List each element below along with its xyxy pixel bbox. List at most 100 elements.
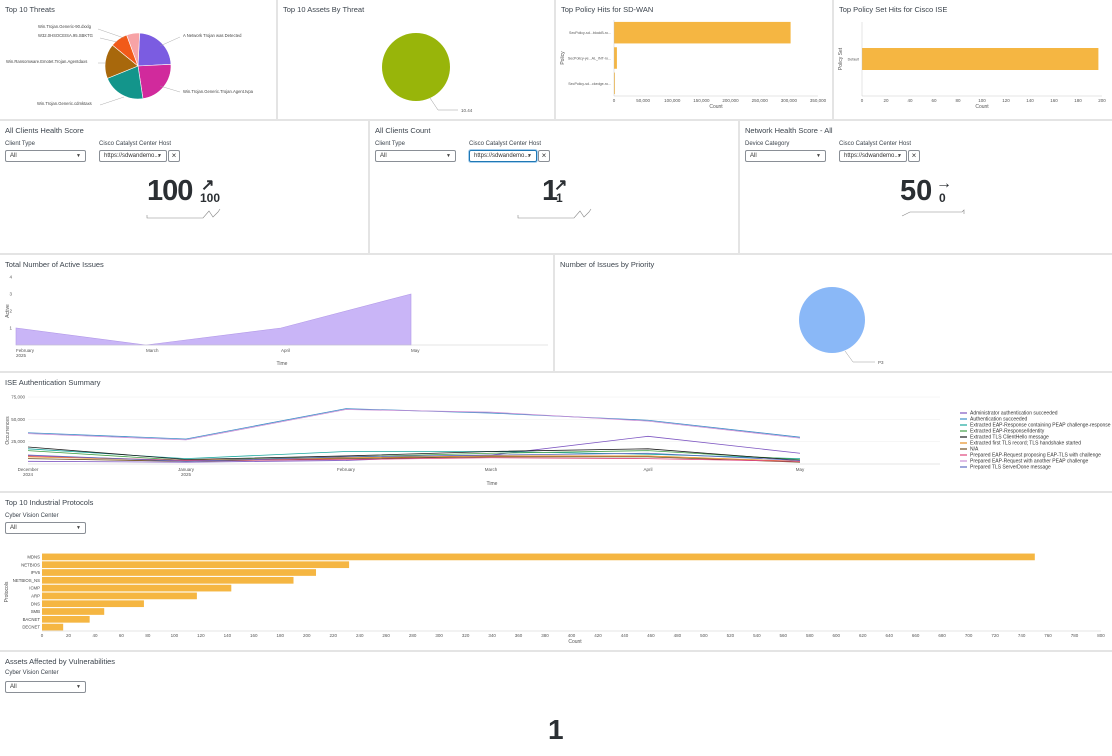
category-label: ICMP xyxy=(29,586,40,591)
panel-clients-health: All Clients Health Score Client Type All… xyxy=(0,121,368,253)
bar[interactable] xyxy=(42,615,90,623)
clear-filter-button[interactable]: × xyxy=(168,150,180,162)
device-category-select[interactable]: All ▼ xyxy=(745,150,826,162)
tick-label: 420 xyxy=(594,633,602,638)
cyber-vision-select[interactable]: All ▼ xyxy=(5,681,86,693)
bar[interactable] xyxy=(614,21,791,44)
category-label: Default xyxy=(848,58,859,62)
catalyst-host-label: Cisco Catalyst Center Host xyxy=(469,141,542,147)
threats-pie-chart: Win.Trojan.Generic-90.dxxlg W32.0HSOCEISA… xyxy=(6,24,254,106)
tick-label: May xyxy=(411,348,420,353)
panel-industrial: Top 10 Industrial Protocols Cyber Vision… xyxy=(0,493,1112,650)
tick-label: 540 xyxy=(753,633,761,638)
client-type-select[interactable]: All ▼ xyxy=(5,150,86,162)
tick-label: January xyxy=(178,467,195,472)
bar[interactable] xyxy=(862,48,1099,70)
pie-slice[interactable] xyxy=(799,287,865,353)
bar[interactable] xyxy=(614,72,615,95)
category-label: DECNET xyxy=(22,625,40,630)
catalyst-host-select[interactable]: https://sdwandemo... ▼ xyxy=(839,150,907,162)
panel-policy-ise: Top Policy Set Hits for Cisco ISE 0 20 40 6… xyxy=(834,0,1112,119)
bar[interactable] xyxy=(42,584,232,592)
line-series[interactable] xyxy=(27,408,801,440)
bar[interactable] xyxy=(42,608,105,615)
trend-arrow-icon: ↗ xyxy=(554,177,568,194)
tick-label: 580 xyxy=(806,633,814,638)
tick-label: 2 xyxy=(9,309,12,314)
chevron-down-icon: ▼ xyxy=(446,153,451,159)
panel-title: Total Number of Active Issues xyxy=(5,260,104,269)
panel-top-assets: Top 10 Assets By Threat 10.44 xyxy=(278,0,554,119)
tick-label: 560 xyxy=(780,633,788,638)
bar[interactable] xyxy=(42,561,350,569)
tick-label: 260 xyxy=(382,633,390,638)
panel-policy-sdwan: Top Policy Hits for SD-WAN 0 50,000 100,00… xyxy=(556,0,832,119)
chevron-down-icon: ▼ xyxy=(816,153,821,159)
y-axis-label: Active xyxy=(5,304,11,318)
line-series[interactable] xyxy=(27,452,801,462)
bar[interactable] xyxy=(42,592,197,600)
catalyst-host-select[interactable]: https://sdwandemo... ▼ xyxy=(99,150,167,162)
panel-title: ISE Authentication Summary xyxy=(5,378,101,387)
legend-entry: Prepared EAP-Request with another PEAP c… xyxy=(970,459,1089,465)
tick-label: 25,000 xyxy=(11,439,25,444)
category-label: DNS xyxy=(31,601,40,606)
priority-pie-chart: P3 xyxy=(799,287,884,365)
tick-label: 200 xyxy=(303,633,311,638)
tick-label: 720 xyxy=(991,633,999,638)
bar[interactable] xyxy=(42,600,144,608)
pie-slice[interactable] xyxy=(137,64,172,99)
tick-label: 620 xyxy=(859,633,867,638)
area-series[interactable] xyxy=(15,293,412,346)
tick-label: February xyxy=(337,467,356,472)
tick-label: 60 xyxy=(119,633,125,638)
panel-title: Top 10 Assets By Threat xyxy=(283,5,365,14)
pie-slice[interactable] xyxy=(107,65,144,100)
vulnerable-assets-value: 1 xyxy=(548,714,564,745)
line-series[interactable] xyxy=(27,450,801,461)
panel-title: All Clients Count xyxy=(375,126,431,135)
bar[interactable] xyxy=(42,553,1035,561)
bar[interactable] xyxy=(42,569,317,576)
legend-entry: Prepared TLS ServerDone message xyxy=(970,465,1051,471)
line-series[interactable] xyxy=(27,446,801,461)
pie-slice[interactable] xyxy=(137,32,172,67)
tick-label: 140 xyxy=(1026,98,1034,103)
clear-filter-button[interactable]: × xyxy=(908,150,920,162)
tick-label: 150,000 xyxy=(693,98,710,103)
cyber-vision-select[interactable]: All ▼ xyxy=(5,522,86,534)
line-series[interactable] xyxy=(27,409,801,441)
x-axis-label: Count xyxy=(975,104,989,110)
bar[interactable] xyxy=(42,576,294,584)
y-axis-label: Occurrences xyxy=(5,416,11,445)
tick-label: 80 xyxy=(145,633,151,638)
line-series[interactable] xyxy=(27,456,801,463)
category-label: ARP xyxy=(31,594,40,599)
tick-label: 40 xyxy=(92,633,98,638)
industrial-bar-chart: 0 20 40 60 80 100 120 140 160 180 200 220 240 260 280 3… xyxy=(4,553,1105,645)
pie-slice[interactable] xyxy=(126,32,140,67)
legend-entry: Authentication succeeded xyxy=(970,417,1027,423)
tick-label: April xyxy=(281,348,290,353)
pie-slice[interactable] xyxy=(382,33,450,101)
clear-filter-button[interactable]: × xyxy=(538,150,550,162)
tick-label: 100,000 xyxy=(664,98,681,103)
tick-label: 160 xyxy=(1050,98,1058,103)
tick-label: 20 xyxy=(66,633,72,638)
category-label: SecPolicy-ye...AL_INT-ro... xyxy=(568,57,611,61)
line-series[interactable] xyxy=(27,448,801,460)
line-series[interactable] xyxy=(27,455,801,462)
tick-label: 2025 xyxy=(16,353,27,358)
tick-label: March xyxy=(485,467,498,472)
panel-active-issues: Total Number of Active Issues 4 3 2 1 Februa… xyxy=(0,255,553,371)
bar[interactable] xyxy=(614,47,617,69)
tick-label: 40 xyxy=(907,98,913,103)
ise-auth-line-chart: 75,000 50,000 25,000 Administrator authenti… xyxy=(5,395,1111,488)
pie-label: P3 xyxy=(878,360,884,365)
chevron-down-icon: ▼ xyxy=(76,153,81,159)
pie-label: A Network Trojan was Detected xyxy=(183,33,242,38)
bar[interactable] xyxy=(42,623,64,631)
tick-label: 60 xyxy=(931,98,937,103)
catalyst-host-select[interactable]: https://sdwandemo... ▼ xyxy=(469,150,537,162)
client-type-select[interactable]: All ▼ xyxy=(375,150,456,162)
